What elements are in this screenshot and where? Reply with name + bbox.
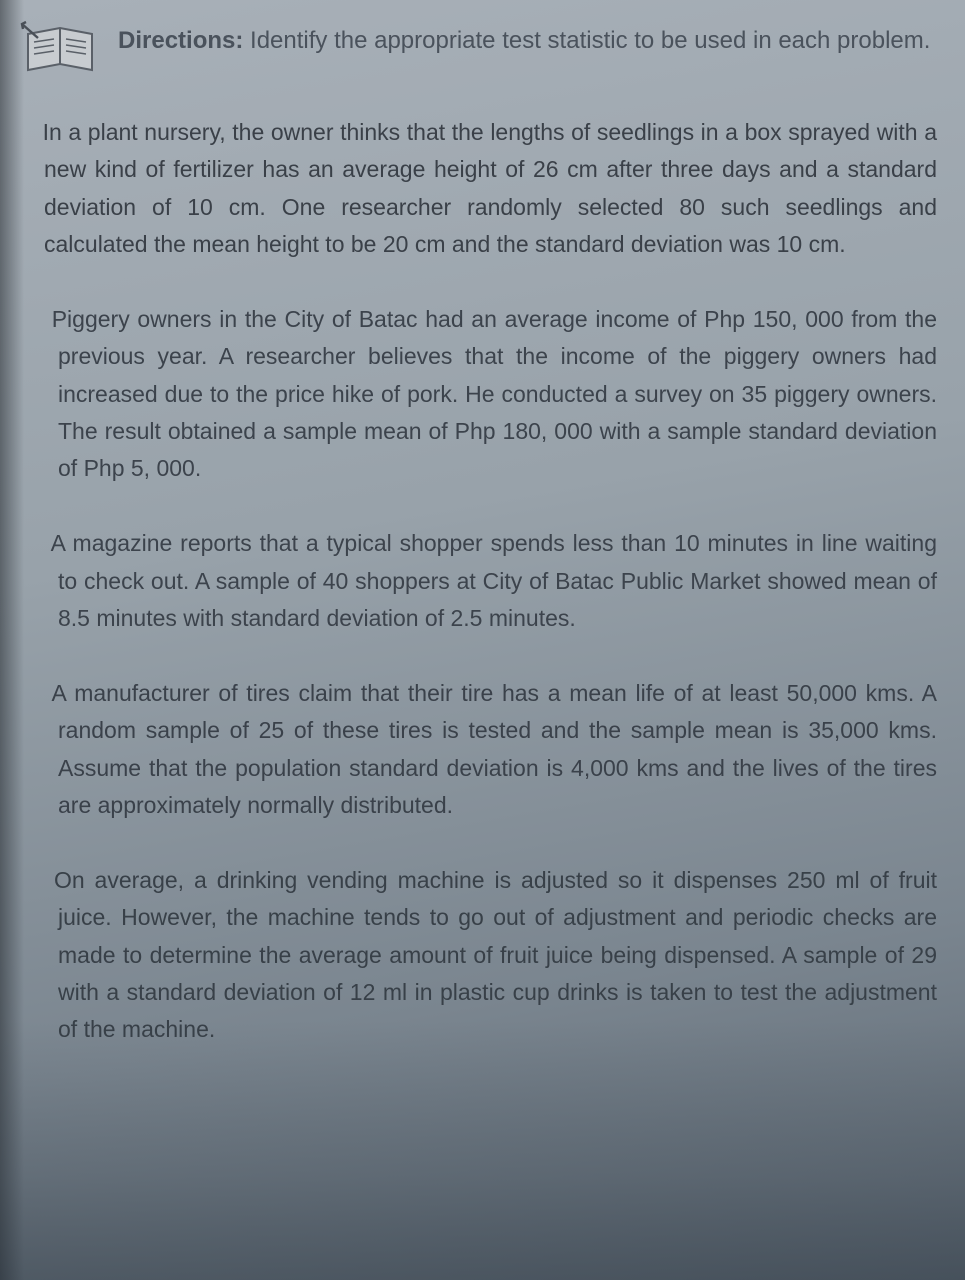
worksheet-page: Directions: Identify the appropriate tes… bbox=[0, 0, 965, 1068]
problem-text: In a plant nursery, the owner thinks tha… bbox=[43, 119, 937, 257]
problem-number: 2. bbox=[20, 301, 44, 338]
problem-number: 4. bbox=[20, 675, 44, 712]
directions-row: Directions: Identify the appropriate tes… bbox=[20, 20, 937, 78]
directions-text: Directions: Identify the appropriate tes… bbox=[118, 20, 937, 59]
problem-text: On average, a drinking vending machine i… bbox=[54, 867, 937, 1042]
problem-text: Piggery owners in the City of Batac had … bbox=[52, 306, 937, 481]
problem-number: 1. bbox=[12, 114, 36, 151]
directions-body: Identify the appropriate test statistic … bbox=[250, 27, 930, 54]
problem-3: 3. A magazine reports that a typical sho… bbox=[20, 525, 937, 637]
problem-text: A manufacturer of tires claim that their… bbox=[51, 680, 937, 818]
problem-1: 1. In a plant nursery, the owner thinks … bbox=[12, 114, 937, 263]
problem-4: 4. A manufacturer of tires claim that th… bbox=[20, 675, 937, 824]
directions-label: Directions: bbox=[118, 27, 243, 54]
problem-5: 5. On average, a drinking vending machin… bbox=[20, 862, 937, 1048]
problem-text: A magazine reports that a typical shoppe… bbox=[51, 530, 937, 631]
directions-icon bbox=[20, 20, 100, 78]
problem-2: 2. Piggery owners in the City of Batac h… bbox=[20, 301, 937, 487]
problem-number: 5. bbox=[20, 862, 44, 899]
problem-number: 3. bbox=[20, 525, 44, 562]
